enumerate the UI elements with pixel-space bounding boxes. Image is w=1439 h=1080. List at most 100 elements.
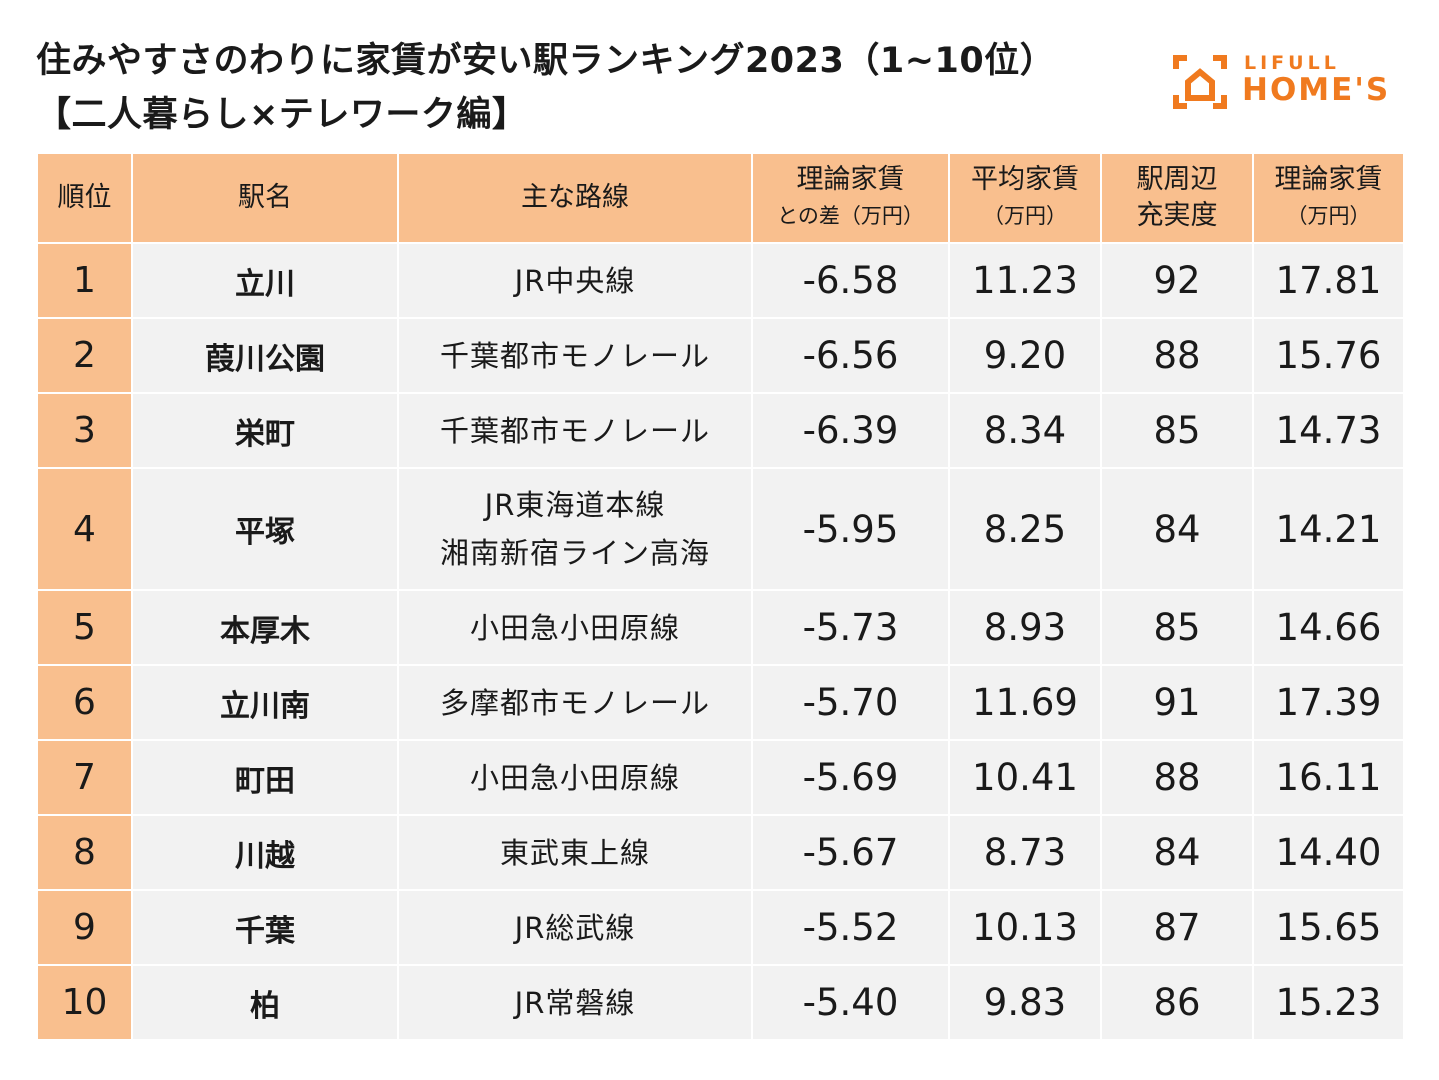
line-cell: 多摩都市モノレール <box>397 664 753 741</box>
table-row: 10 柏 JR常磐線 -5.40 9.83 86 15.23 <box>36 964 1405 1041</box>
header-avg-line1: 平均家賃 <box>971 164 1079 195</box>
table-row: 4 平塚 JR東海道本線 湘南新宿ライン高海 -5.95 8.25 84 14.… <box>36 467 1405 591</box>
avg-rent-cell: 11.23 <box>948 242 1102 319</box>
table-row: 3 栄町 千葉都市モノレール -6.39 8.34 85 14.73 <box>36 392 1405 469</box>
table-row: 6 立川南 多摩都市モノレール -5.70 11.69 91 17.39 <box>36 664 1405 741</box>
score-cell: 92 <box>1100 242 1254 319</box>
theory-rent-cell: 14.73 <box>1252 392 1405 469</box>
diff-cell: -6.56 <box>751 317 950 394</box>
line-cell: 千葉都市モノレール <box>397 392 753 469</box>
station-cell: 平塚 <box>131 467 399 591</box>
avg-rent-cell: 10.13 <box>948 889 1102 966</box>
header-avg: 平均家賃 （万円） <box>948 152 1102 244</box>
diff-cell: -5.67 <box>751 814 950 891</box>
line-cell: 千葉都市モノレール <box>397 317 753 394</box>
theory-rent-cell: 14.66 <box>1252 589 1405 666</box>
diff-cell: -5.40 <box>751 964 950 1041</box>
score-cell: 84 <box>1100 814 1254 891</box>
avg-rent-cell: 8.93 <box>948 589 1102 666</box>
line-cell-line1: JR東海道本線 <box>484 488 666 522</box>
avg-rent-cell: 8.25 <box>948 467 1102 591</box>
rank-cell: 9 <box>36 889 133 966</box>
page-title: 住みやすさのわりに家賃が安い駅ランキング2023（1~10位） <box>36 41 1056 81</box>
line-cell: JR常磐線 <box>397 964 753 1041</box>
score-cell: 85 <box>1100 589 1254 666</box>
theory-rent-cell: 15.23 <box>1252 964 1405 1041</box>
score-cell: 87 <box>1100 889 1254 966</box>
logo-text-homes: HOME'S <box>1242 72 1391 108</box>
line-cell: JR東海道本線 湘南新宿ライン高海 <box>397 467 753 591</box>
logo-text-lifull: LIFULL <box>1244 52 1340 74</box>
brand-logo: LIFULL HOME'S <box>1172 52 1402 110</box>
line-cell: JR総武線 <box>397 889 753 966</box>
theory-rent-cell: 16.11 <box>1252 739 1405 816</box>
line-cell: JR中央線 <box>397 242 753 319</box>
rank-cell: 2 <box>36 317 133 394</box>
rank-cell: 5 <box>36 589 133 666</box>
header-diff-line1: 理論家賃 <box>796 164 905 195</box>
diff-cell: -6.58 <box>751 242 950 319</box>
theory-rent-cell: 14.21 <box>1252 467 1405 591</box>
avg-rent-cell: 8.34 <box>948 392 1102 469</box>
score-cell: 85 <box>1100 392 1254 469</box>
theory-rent-cell: 17.81 <box>1252 242 1405 319</box>
diff-cell: -5.70 <box>751 664 950 741</box>
header-rank: 順位 <box>36 152 133 244</box>
table-row: 5 本厚木 小田急小田原線 -5.73 8.93 85 14.66 <box>36 589 1405 666</box>
rank-cell: 4 <box>36 467 133 591</box>
header-diff-line2: との差（万円） <box>777 204 924 228</box>
score-cell: 84 <box>1100 467 1254 591</box>
header-theory: 理論家賃 （万円） <box>1252 152 1405 244</box>
avg-rent-cell: 9.83 <box>948 964 1102 1041</box>
avg-rent-cell: 11.69 <box>948 664 1102 741</box>
table-row: 9 千葉 JR総武線 -5.52 10.13 87 15.65 <box>36 889 1405 966</box>
score-cell: 91 <box>1100 664 1254 741</box>
station-cell: 川越 <box>131 814 399 891</box>
line-cell: 東武東上線 <box>397 814 753 891</box>
table-header-row: 順位 駅名 主な路線 理論家賃 との差（万円） 平均家賃 （万円） 駅周辺 充実… <box>36 152 1405 244</box>
house-logo-icon <box>1173 55 1227 109</box>
station-cell: 町田 <box>131 739 399 816</box>
header-score-line2: 充実度 <box>1136 200 1218 231</box>
diff-cell: -5.52 <box>751 889 950 966</box>
score-cell: 88 <box>1100 317 1254 394</box>
rank-cell: 10 <box>36 964 133 1041</box>
rank-cell: 7 <box>36 739 133 816</box>
avg-rent-cell: 10.41 <box>948 739 1102 816</box>
header-diff: 理論家賃 との差（万円） <box>751 152 950 244</box>
avg-rent-cell: 9.20 <box>948 317 1102 394</box>
header-line: 主な路線 <box>397 152 753 244</box>
header-avg-line2: （万円） <box>983 204 1067 228</box>
line-cell: 小田急小田原線 <box>397 589 753 666</box>
score-cell: 88 <box>1100 739 1254 816</box>
score-cell: 86 <box>1100 964 1254 1041</box>
line-cell-line2: 湘南新宿ライン高海 <box>439 536 710 570</box>
header-station: 駅名 <box>131 152 399 244</box>
table-row: 7 町田 小田急小田原線 -5.69 10.41 88 16.11 <box>36 739 1405 816</box>
station-cell: 立川南 <box>131 664 399 741</box>
diff-cell: -5.69 <box>751 739 950 816</box>
diff-cell: -6.39 <box>751 392 950 469</box>
header-score: 駅周辺 充実度 <box>1100 152 1254 244</box>
rank-cell: 1 <box>36 242 133 319</box>
ranking-table: 順位 駅名 主な路線 理論家賃 との差（万円） 平均家賃 （万円） 駅周辺 充実… <box>36 152 1405 1041</box>
diff-cell: -5.95 <box>751 467 950 591</box>
header-score-line1: 駅周辺 <box>1136 164 1218 195</box>
station-cell: 柏 <box>131 964 399 1041</box>
station-cell: 葭川公園 <box>131 317 399 394</box>
title-block: 住みやすさのわりに家賃が安い駅ランキング2023（1~10位） 【二人暮らし×テ… <box>36 34 1136 142</box>
theory-rent-cell: 14.40 <box>1252 814 1405 891</box>
station-cell: 千葉 <box>131 889 399 966</box>
theory-rent-cell: 15.65 <box>1252 889 1405 966</box>
table-row: 1 立川 JR中央線 -6.58 11.23 92 17.81 <box>36 242 1405 319</box>
table-row: 2 葭川公園 千葉都市モノレール -6.56 9.20 88 15.76 <box>36 317 1405 394</box>
table-row: 8 川越 東武東上線 -5.67 8.73 84 14.40 <box>36 814 1405 891</box>
rank-cell: 3 <box>36 392 133 469</box>
header-theory-line1: 理論家賃 <box>1274 164 1383 195</box>
station-cell: 立川 <box>131 242 399 319</box>
avg-rent-cell: 8.73 <box>948 814 1102 891</box>
page-subtitle: 【二人暮らし×テレワーク編】 <box>36 95 528 135</box>
theory-rent-cell: 15.76 <box>1252 317 1405 394</box>
line-cell: 小田急小田原線 <box>397 739 753 816</box>
diff-cell: -5.73 <box>751 589 950 666</box>
